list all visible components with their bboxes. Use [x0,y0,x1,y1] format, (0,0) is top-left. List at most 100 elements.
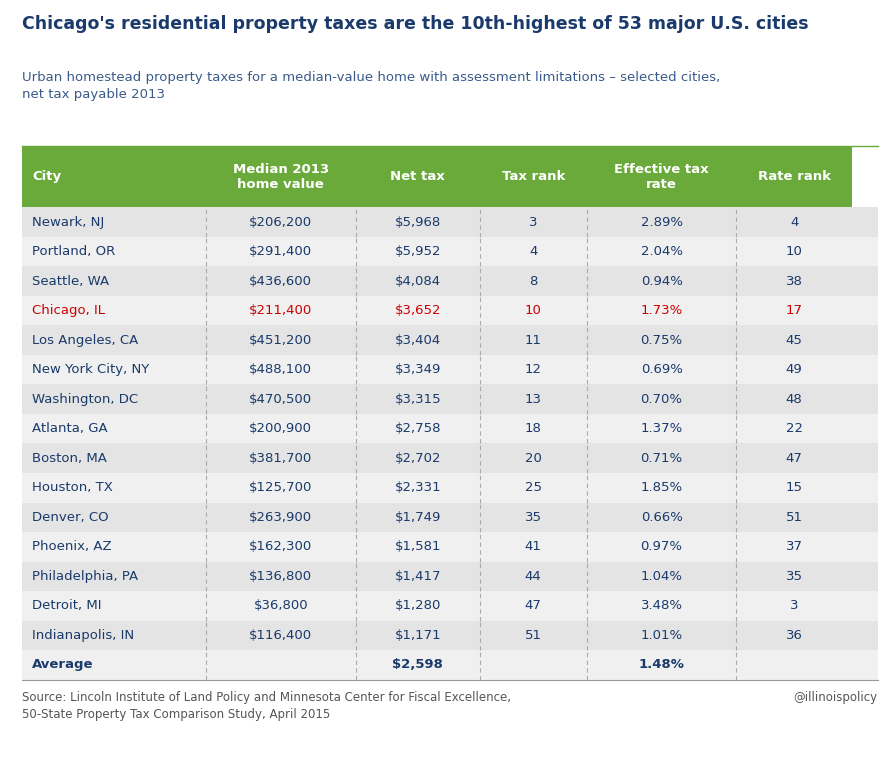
Bar [22,414,878,443]
Text: $488,100: $488,100 [250,363,312,376]
Text: @illinoispolicy: @illinoispolicy [794,691,878,704]
Text: 22: 22 [786,422,803,435]
Bar [22,146,206,207]
Text: $116,400: $116,400 [250,629,312,642]
Text: 1.37%: 1.37% [640,422,683,435]
Text: City: City [33,170,62,183]
Text: $2,598: $2,598 [392,658,443,671]
Text: $2,331: $2,331 [394,482,441,495]
Text: Median 2013
home value: Median 2013 home value [233,163,329,190]
Text: 18: 18 [525,422,542,435]
Text: $125,700: $125,700 [249,482,312,495]
Bar [22,473,878,502]
Text: 49: 49 [786,363,803,376]
Text: 10: 10 [525,304,542,317]
Text: 37: 37 [786,541,803,553]
Bar [22,532,878,561]
Text: 25: 25 [525,482,542,495]
Text: 38: 38 [786,275,803,287]
Text: 47: 47 [786,452,803,465]
Bar [22,385,878,414]
Text: Los Angeles, CA: Los Angeles, CA [33,333,138,346]
Text: $206,200: $206,200 [250,216,312,229]
Text: $470,500: $470,500 [250,392,312,406]
Text: Urban homestead property taxes for a median-value home with assessment limitatio: Urban homestead property taxes for a med… [22,71,721,101]
Text: 10: 10 [786,245,803,258]
Text: 3: 3 [529,216,537,229]
Text: 41: 41 [525,541,542,553]
Text: 0.69%: 0.69% [640,363,683,376]
Text: $200,900: $200,900 [250,422,312,435]
Text: 0.97%: 0.97% [640,541,683,553]
Text: Phoenix, AZ: Phoenix, AZ [33,541,112,553]
Text: 0.66%: 0.66% [640,511,683,524]
Text: 15: 15 [786,482,803,495]
Text: $1,171: $1,171 [394,629,441,642]
Text: Chicago, IL: Chicago, IL [33,304,105,317]
Text: 2.89%: 2.89% [640,216,683,229]
Text: Portland, OR: Portland, OR [33,245,116,258]
Bar [587,146,736,207]
Text: Philadelphia, PA: Philadelphia, PA [33,570,138,583]
Bar [355,146,480,207]
Text: 1.04%: 1.04% [640,570,683,583]
Bar [22,355,878,385]
Bar [22,266,878,296]
Text: Boston, MA: Boston, MA [33,452,108,465]
Text: Newark, NJ: Newark, NJ [33,216,105,229]
Bar [736,146,852,207]
Text: 0.75%: 0.75% [640,333,683,346]
Text: Source: Lincoln Institute of Land Policy and Minnesota Center for Fiscal Excelle: Source: Lincoln Institute of Land Policy… [22,691,511,721]
Text: 51: 51 [525,629,542,642]
Text: $5,952: $5,952 [394,245,441,258]
Text: Rate rank: Rate rank [758,170,831,183]
Text: $36,800: $36,800 [253,599,308,612]
Text: New York City, NY: New York City, NY [33,363,150,376]
Text: 45: 45 [786,333,803,346]
Bar [22,237,878,266]
Text: $4,084: $4,084 [394,275,441,287]
Text: Net tax: Net tax [391,170,445,183]
Bar [22,207,878,237]
Text: 4: 4 [790,216,798,229]
Text: Indianapolis, IN: Indianapolis, IN [33,629,134,642]
Text: 8: 8 [529,275,537,287]
Text: $263,900: $263,900 [250,511,312,524]
Text: $1,749: $1,749 [394,511,441,524]
Text: 3: 3 [790,599,798,612]
Text: $436,600: $436,600 [250,275,312,287]
Bar [480,146,587,207]
Text: $1,417: $1,417 [394,570,441,583]
Text: $1,581: $1,581 [394,541,441,553]
Bar [22,296,878,326]
Text: 11: 11 [525,333,542,346]
Text: Houston, TX: Houston, TX [33,482,113,495]
Text: $2,758: $2,758 [394,422,441,435]
Text: 1.85%: 1.85% [640,482,683,495]
Text: Detroit, MI: Detroit, MI [33,599,101,612]
Text: Average: Average [33,658,93,671]
Text: $136,800: $136,800 [250,570,312,583]
Bar [22,650,878,680]
Text: 0.71%: 0.71% [640,452,683,465]
Text: $291,400: $291,400 [250,245,312,258]
Text: 51: 51 [786,511,803,524]
Text: 0.94%: 0.94% [640,275,683,287]
Text: $3,404: $3,404 [394,333,441,346]
Text: 2.04%: 2.04% [640,245,683,258]
Text: 12: 12 [525,363,542,376]
Text: 1.73%: 1.73% [640,304,683,317]
Text: $381,700: $381,700 [250,452,312,465]
Bar [22,502,878,532]
Text: $2,702: $2,702 [394,452,441,465]
Text: 1.48%: 1.48% [639,658,684,671]
Bar [22,561,878,591]
Text: Seattle, WA: Seattle, WA [33,275,109,287]
Text: $162,300: $162,300 [250,541,312,553]
Text: $451,200: $451,200 [250,333,312,346]
Text: $211,400: $211,400 [250,304,312,317]
Text: 47: 47 [525,599,542,612]
Text: Chicago's residential property taxes are the 10th-highest of 53 major U.S. citie: Chicago's residential property taxes are… [22,15,809,33]
Text: 4: 4 [529,245,537,258]
Bar [206,146,355,207]
